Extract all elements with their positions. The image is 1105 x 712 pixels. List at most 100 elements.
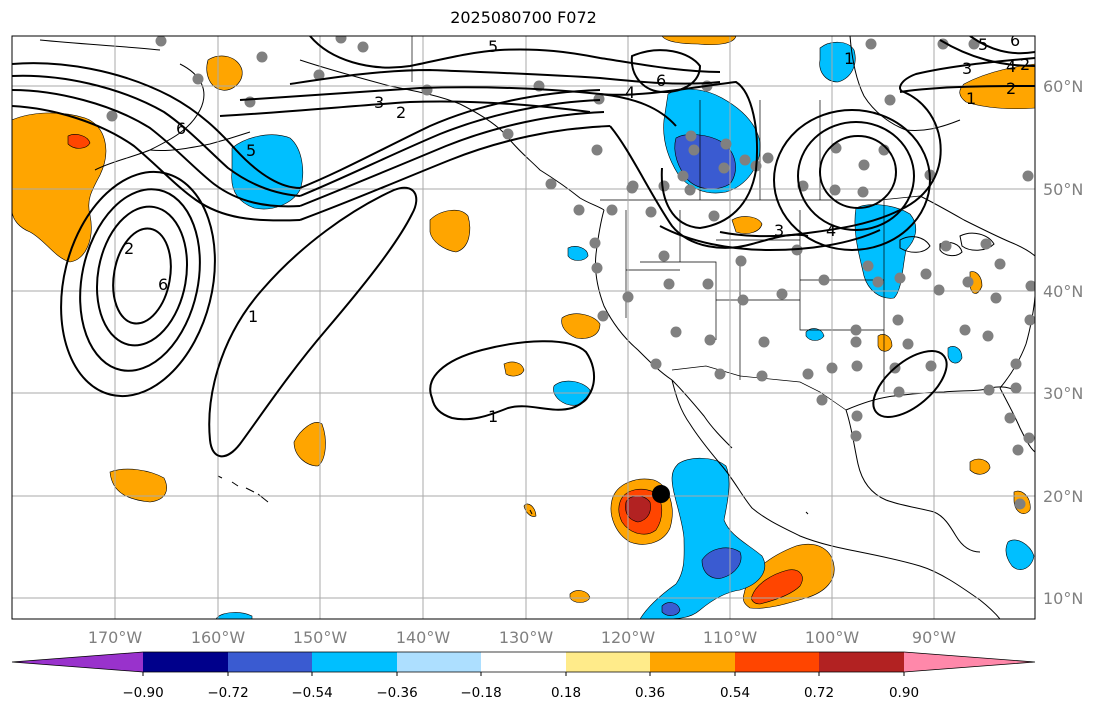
station-dot xyxy=(589,237,601,249)
colorbar xyxy=(11,651,1036,676)
station-dot xyxy=(940,240,952,252)
negative-anomaly-region xyxy=(819,41,856,83)
lon-label: 100°W xyxy=(805,628,860,647)
station-dot xyxy=(762,152,774,164)
map-background xyxy=(12,36,1035,619)
station-dot xyxy=(591,144,603,156)
station-dot xyxy=(925,360,937,372)
station-dot xyxy=(830,142,842,154)
station-dot xyxy=(192,73,204,85)
lat-label: 20°N xyxy=(1043,487,1083,506)
station-dot xyxy=(1024,314,1035,326)
positive-anomaly-region xyxy=(429,209,471,253)
station-dot xyxy=(851,410,863,422)
positive-anomaly-region xyxy=(969,458,991,475)
contour-label: 6 xyxy=(158,275,168,294)
contour-label: 6 xyxy=(176,119,186,138)
station-dot xyxy=(902,338,914,350)
station-dot xyxy=(684,184,696,196)
positive-anomaly-region xyxy=(661,36,737,46)
station-dot xyxy=(714,368,726,380)
map-frame xyxy=(11,35,1036,620)
station-dot xyxy=(962,276,974,288)
contour-label: 6 xyxy=(656,71,666,90)
station-dot xyxy=(872,276,884,288)
colorbar-bin xyxy=(819,652,904,672)
station-dot xyxy=(802,368,814,380)
colorbar-bin xyxy=(650,652,735,672)
station-dot xyxy=(894,272,906,284)
station-dot xyxy=(1010,382,1022,394)
colorbar-tick-label: −0.36 xyxy=(376,685,417,701)
station-dot xyxy=(826,362,838,374)
station-dot xyxy=(776,288,788,300)
station-dot xyxy=(658,250,670,262)
station-dot xyxy=(990,292,1002,304)
positive-anomaly-core xyxy=(67,134,91,149)
station-dot xyxy=(735,255,747,267)
lon-label: 170°W xyxy=(88,628,143,647)
station-dot xyxy=(893,386,905,398)
lon-label: 120°W xyxy=(601,628,656,647)
contour-label: 4 xyxy=(1006,57,1016,76)
colorbar-tick-label: 0.72 xyxy=(804,685,834,701)
lat-label: 30°N xyxy=(1043,384,1083,403)
latitude-labels: 60°N 50°N 40°N 30°N 20°N 10°N xyxy=(1043,77,1083,608)
contour-label: 4 xyxy=(826,221,836,240)
lat-label: 60°N xyxy=(1043,77,1083,96)
negative-anomaly-region xyxy=(1005,539,1035,570)
contour-label-layer: 5 6 4 3 2 1 6 1 6 3 4 1 2 4 5 6 1 2 5 3 … xyxy=(124,31,1030,426)
colorbar-bin xyxy=(143,652,228,672)
colorbar-tick-label: 0.36 xyxy=(635,685,665,701)
colorbar-bin xyxy=(312,652,397,672)
station-dot xyxy=(1004,412,1016,424)
positive-anomaly-region xyxy=(561,313,601,339)
colorbar-extend-max xyxy=(904,652,1035,672)
contour-label: 2 xyxy=(124,239,134,258)
station-dot xyxy=(155,36,167,47)
lon-label: 150°W xyxy=(293,628,348,647)
station-dot xyxy=(818,274,830,286)
station-dot xyxy=(850,430,862,442)
station-dot xyxy=(884,94,896,106)
station-dot xyxy=(688,144,700,156)
station-dot xyxy=(1014,498,1026,510)
station-dot xyxy=(982,330,994,342)
contour-label: 1 xyxy=(844,49,854,68)
contour-label: 1 xyxy=(966,89,976,108)
station-dot xyxy=(994,258,1006,270)
lat-label: 10°N xyxy=(1043,589,1083,608)
station-dot xyxy=(1025,280,1035,292)
positive-anomaly-region xyxy=(969,271,983,294)
station-dot xyxy=(980,238,992,250)
contour-label: 5 xyxy=(246,141,256,160)
contour-label: 3 xyxy=(962,59,972,78)
station-dot xyxy=(758,336,770,348)
positive-anomaly-region xyxy=(503,361,525,377)
lon-label: 140°W xyxy=(396,628,451,647)
negative-anomaly-core xyxy=(661,602,681,616)
station-dot xyxy=(573,204,585,216)
lon-label: 160°W xyxy=(191,628,246,647)
colorbar-bin xyxy=(481,652,566,672)
colorbar-tick-labels: −0.90 −0.72 −0.54 −0.36 −0.18 0.18 0.36 … xyxy=(122,685,919,701)
contour-label: 6 xyxy=(1010,31,1020,50)
station-dot xyxy=(737,294,749,306)
station-dot xyxy=(622,291,634,303)
station-dot xyxy=(858,159,870,171)
station-dot xyxy=(663,278,675,290)
station-dot xyxy=(597,310,609,322)
lat-label: 40°N xyxy=(1043,282,1083,301)
station-dot xyxy=(920,268,932,280)
station-dot xyxy=(256,51,268,63)
station-dot xyxy=(720,138,732,150)
contour-label: 3 xyxy=(774,221,784,240)
contour-label: 2 xyxy=(396,103,406,122)
station-dot xyxy=(850,324,862,336)
station-dot xyxy=(702,278,714,290)
map-title: 2025080700 F072 xyxy=(450,8,597,27)
lon-label: 90°W xyxy=(912,628,956,647)
positive-anomaly-core xyxy=(751,569,803,605)
station-dot xyxy=(335,36,347,44)
